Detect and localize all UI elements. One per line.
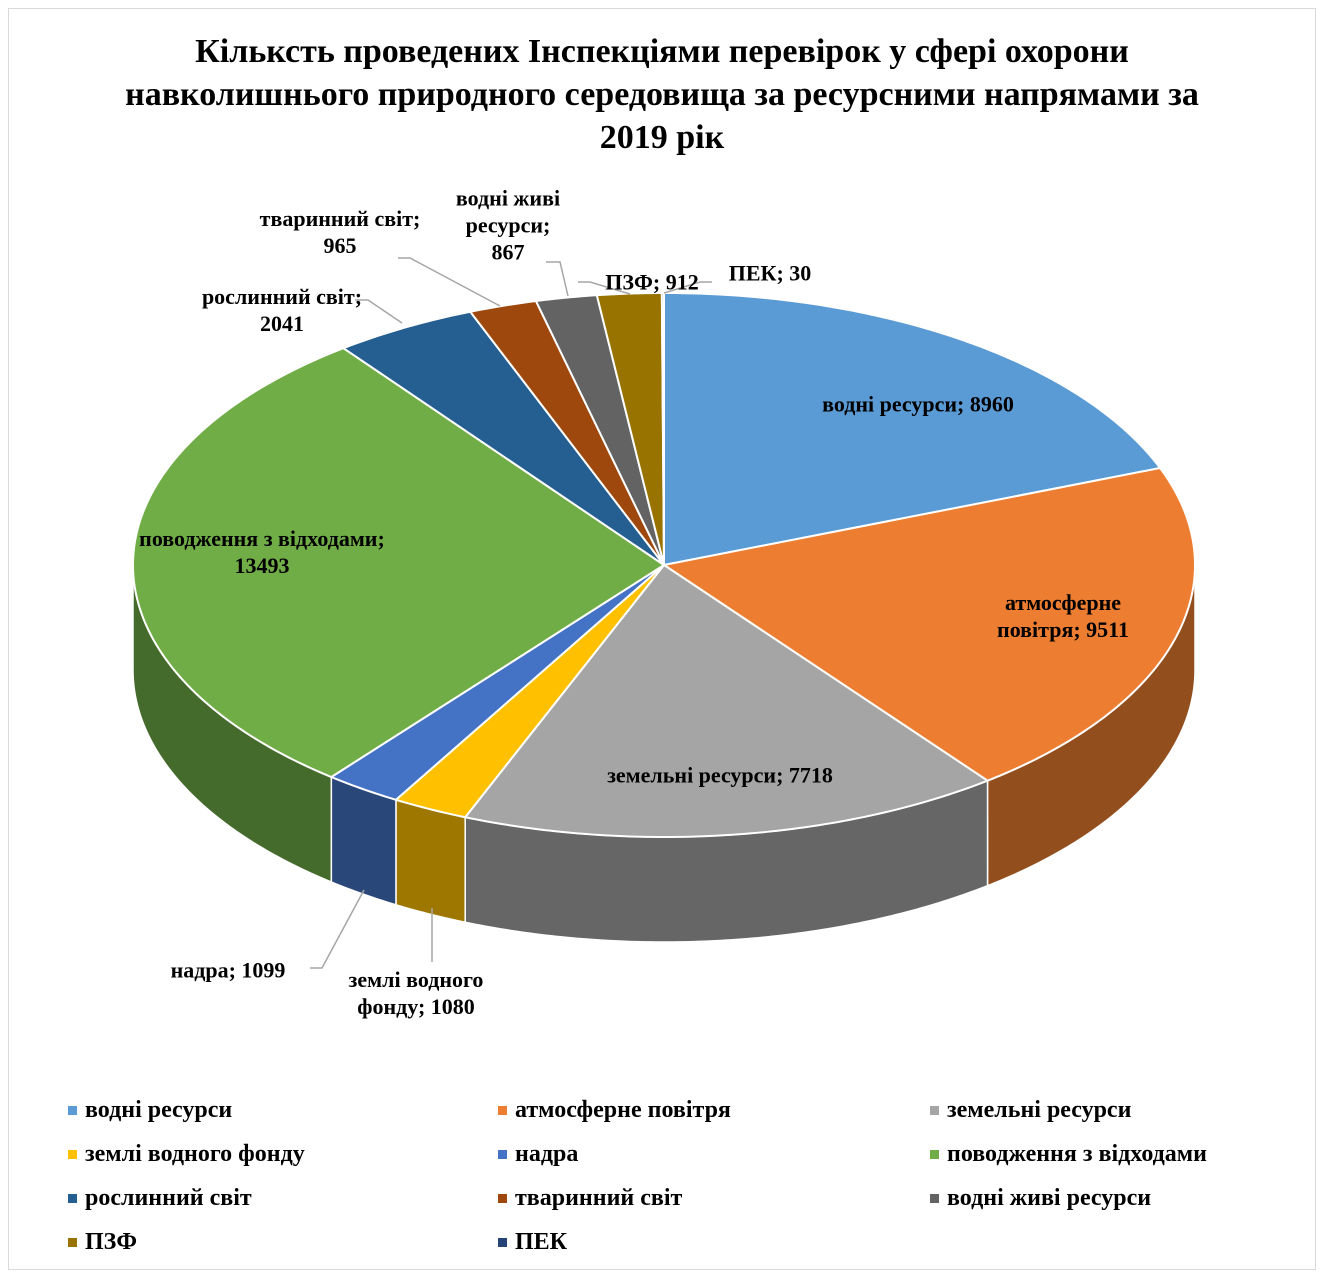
legend-label: тваринний світ	[515, 1185, 683, 1211]
leader-line	[663, 281, 712, 294]
legend-swatch	[498, 1150, 507, 1159]
legend-swatch	[68, 1150, 77, 1159]
data-label: поводження з відходами; 13493	[139, 526, 385, 578]
legend-swatch	[498, 1106, 507, 1115]
slice	[132, 347, 666, 779]
slice	[663, 291, 1162, 567]
legend-label: поводження з відходами	[947, 1141, 1207, 1167]
legend-item: водні ресурси	[68, 1097, 232, 1124]
slice	[393, 564, 665, 819]
legend-swatch	[930, 1194, 939, 1203]
data-label: землі водного фонду; 1080	[348, 967, 484, 1019]
legend-item: земельні ресурси	[930, 1097, 1131, 1124]
legend-swatch	[498, 1194, 507, 1203]
slice	[468, 299, 665, 566]
legend-item: атмосферне повітря	[498, 1097, 731, 1124]
leader-line	[578, 281, 631, 295]
slice	[463, 563, 990, 838]
legend-swatch	[68, 1106, 77, 1115]
legend-item: тваринний світ	[498, 1185, 682, 1212]
data-label: ПЕК; 30	[728, 260, 812, 286]
legend-label: землі водного фонду	[85, 1141, 305, 1167]
data-label: надра; 1099	[170, 957, 286, 983]
data-label: земельні ресурси; 7718	[607, 762, 833, 788]
chart-title: Кільксть проведених Інспекціями перевіро…	[125, 33, 1199, 156]
slice	[660, 291, 665, 566]
legend-label: водні ресурси	[85, 1097, 233, 1123]
data-label: рослинний світ; 2041	[201, 284, 363, 336]
legend-item: ПЗФ	[68, 1229, 137, 1256]
slice-side	[395, 798, 466, 924]
legend-item: рослинний світ	[68, 1185, 252, 1212]
legend-swatch	[930, 1150, 939, 1159]
legend-swatch	[68, 1194, 77, 1203]
leader-line	[398, 257, 501, 307]
legend-label: ПЕК	[515, 1229, 568, 1255]
data-label: атмосферне повітря; 9511	[997, 590, 1129, 642]
leader-line	[310, 889, 365, 969]
legend-item: поводження з відходами	[930, 1141, 1207, 1168]
data-label: водні живі ресурси; 867	[455, 185, 561, 265]
slice	[661, 466, 1197, 782]
slice	[534, 294, 665, 566]
leader-line	[546, 261, 569, 297]
slice	[329, 564, 665, 801]
leader-line	[355, 299, 403, 324]
legend-swatch	[930, 1106, 939, 1115]
legend-swatch	[68, 1238, 77, 1247]
legend-label: водні живі ресурси	[947, 1185, 1152, 1211]
data-label: водні ресурси; 8960	[822, 391, 1014, 417]
legend-label: земельні ресурси	[947, 1097, 1132, 1123]
legend-item: водні живі ресурси	[930, 1185, 1151, 1212]
data-label: ПЗФ; 912	[605, 269, 699, 295]
data-label: тваринний світ; 965	[259, 206, 421, 258]
legend-label: надра	[515, 1141, 579, 1167]
legend-item: ПЕК	[498, 1229, 567, 1256]
legend-label: атмосферне повітря	[515, 1097, 731, 1123]
legend-swatch	[498, 1238, 507, 1247]
chart-border	[8, 8, 1316, 1270]
legend-label: ПЗФ	[85, 1229, 137, 1255]
slice	[341, 310, 665, 566]
legend-item: надра	[498, 1141, 578, 1168]
legend-label: рослинний світ	[85, 1185, 252, 1211]
legend-item: землі водного фонду	[68, 1141, 305, 1168]
